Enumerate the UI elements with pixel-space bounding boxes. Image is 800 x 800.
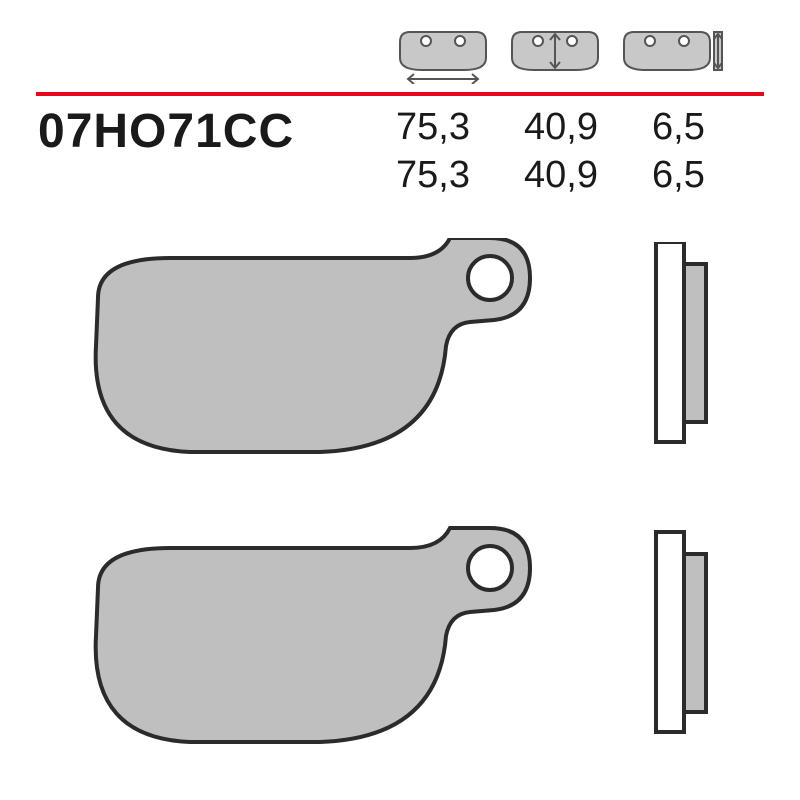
part-number: 07HO71CC <box>38 104 294 159</box>
dim-width: 75,3 <box>396 152 524 200</box>
width-icon <box>396 28 490 84</box>
dim-thickness: 6,5 <box>652 152 732 200</box>
dimension-icons-row <box>396 28 730 84</box>
brake-pad-bottom <box>96 528 530 742</box>
dimension-row: 75,3 40,9 6,5 <box>396 104 732 152</box>
dim-width: 75,3 <box>396 104 524 152</box>
brake-pads-side-view <box>620 242 730 762</box>
brake-pad-top <box>96 238 530 452</box>
side-profile-top <box>656 242 706 442</box>
brake-pads-front-view <box>70 238 540 768</box>
dim-height: 40,9 <box>524 152 652 200</box>
thickness-icon <box>620 28 730 84</box>
height-icon <box>508 28 602 84</box>
side-profile-bottom <box>656 532 706 732</box>
dimension-table: 75,3 40,9 6,5 75,3 40,9 6,5 <box>396 104 732 199</box>
dim-height: 40,9 <box>524 104 652 152</box>
divider-line <box>36 92 764 96</box>
dim-thickness: 6,5 <box>652 104 732 152</box>
dimension-row: 75,3 40,9 6,5 <box>396 152 732 200</box>
